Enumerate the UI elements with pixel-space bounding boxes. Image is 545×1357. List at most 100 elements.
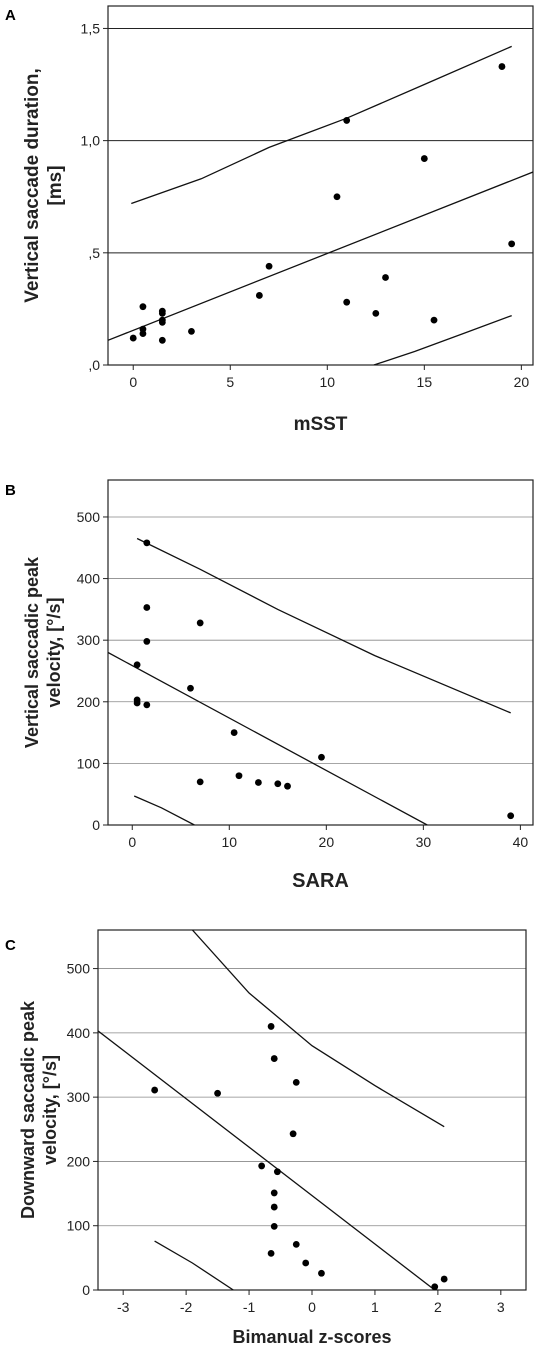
data-point <box>431 1283 439 1291</box>
data-point <box>343 117 351 124</box>
x-tick-label: 1 <box>371 1299 379 1315</box>
y-tick-label: 400 <box>67 1025 91 1041</box>
x-tick-label: -2 <box>180 1299 193 1315</box>
data-point <box>318 1269 325 1277</box>
x-axis-label: mSST <box>294 414 348 435</box>
y-tick-label: 300 <box>77 632 101 648</box>
x-tick-label: 0 <box>128 834 136 850</box>
data-point <box>270 1189 278 1197</box>
data-point <box>284 782 291 790</box>
data-point <box>333 193 341 201</box>
x-tick-label: 20 <box>514 374 530 390</box>
y-tick-label: ,0 <box>88 357 100 373</box>
data-point <box>440 1275 448 1283</box>
data-point <box>267 1249 275 1257</box>
x-tick-label: 40 <box>513 834 529 850</box>
data-point <box>292 1078 300 1086</box>
upper-band-line <box>131 45 512 205</box>
y-tick-label: 1,0 <box>81 133 101 149</box>
x-tick-label: 10 <box>222 834 238 850</box>
y-tick-label: 100 <box>77 755 101 771</box>
data-point <box>143 539 151 547</box>
data-point <box>372 309 380 317</box>
lower-band-line <box>373 314 512 365</box>
x-tick-label: 15 <box>417 374 433 390</box>
x-tick-label: 30 <box>416 834 432 850</box>
data-point <box>343 298 351 306</box>
panel-label: C <box>5 937 16 954</box>
x-tick-label: 0 <box>308 1299 316 1315</box>
x-tick-label: 2 <box>434 1299 442 1315</box>
upper-band-line <box>136 537 511 714</box>
data-point <box>258 1162 266 1170</box>
data-point <box>196 619 204 627</box>
data-point <box>382 274 389 281</box>
y-tick-label: 1,5 <box>81 20 101 36</box>
x-tick-label: -1 <box>243 1299 256 1315</box>
x-tick-label: 10 <box>320 374 336 390</box>
data-point <box>235 772 243 780</box>
data-point <box>196 778 204 786</box>
chart-panel-c: 0 100 200 300 400 500 -3 -2 -1 0 1 2 3 C Bimanual z-sc… <box>5 929 527 1347</box>
y-axis-label: Vertical saccadic peak velocity, [°/s] <box>22 556 64 748</box>
data-point <box>270 1222 278 1230</box>
data-point <box>143 701 151 709</box>
data-point <box>143 638 151 645</box>
data-point <box>318 753 325 761</box>
data-point <box>302 1259 310 1267</box>
x-axis-label: SARA <box>292 870 349 892</box>
data-point <box>158 307 166 315</box>
lower-band-line <box>133 795 195 825</box>
fit-line <box>108 651 428 825</box>
data-point <box>143 604 151 611</box>
plot-frame <box>107 479 534 826</box>
data-point <box>151 1086 159 1094</box>
data-point <box>188 327 195 335</box>
data-point <box>498 63 506 70</box>
data-point <box>129 334 137 342</box>
x-tick-label: 5 <box>226 374 234 390</box>
data-point <box>139 325 147 333</box>
lower-band-line <box>154 1240 234 1290</box>
y-tick-label: 200 <box>77 694 101 710</box>
y-tick-label: 0 <box>82 1282 90 1298</box>
y-tick-label: 100 <box>67 1218 91 1234</box>
data-point <box>267 1023 275 1030</box>
panel-label: A <box>5 7 16 24</box>
data-point <box>507 812 515 820</box>
plot-frame <box>107 5 534 366</box>
data-point <box>133 699 141 707</box>
x-tick-label: 0 <box>129 374 137 390</box>
x-tick-label: -3 <box>117 1299 130 1315</box>
y-tick-label: 500 <box>67 961 91 977</box>
fit-line <box>108 171 533 341</box>
y-tick-label: 500 <box>77 509 101 525</box>
y-axis-label: Downward saccadic peak velocity, [°/s] <box>18 1000 60 1219</box>
data-point <box>158 316 166 324</box>
data-point <box>214 1089 221 1097</box>
data-point <box>158 336 166 344</box>
data-point <box>274 780 282 788</box>
data-point <box>420 155 428 162</box>
y-tick-label: 400 <box>77 571 101 587</box>
data-point <box>139 303 147 311</box>
data-point <box>270 1055 278 1062</box>
chart-panel-b: 0 100 200 300 400 500 0 10 20 30 40 B SARA Vertical s… <box>5 479 534 892</box>
data-point <box>265 262 273 270</box>
y-tick-label: 200 <box>67 1153 91 1169</box>
panel-label: B <box>5 482 16 499</box>
data-point <box>273 1168 281 1176</box>
data-point <box>289 1130 297 1138</box>
data-point <box>292 1240 300 1248</box>
data-point <box>270 1203 278 1211</box>
data-point <box>133 661 141 669</box>
x-axis-label: Bimanual z-scores <box>232 1327 391 1347</box>
data-point <box>187 684 194 692</box>
data-point <box>508 240 516 248</box>
upper-band-line <box>191 930 445 1128</box>
x-tick-label: 3 <box>497 1299 505 1315</box>
y-tick-label: 300 <box>67 1089 91 1105</box>
data-point <box>255 292 263 299</box>
data-point <box>254 779 262 786</box>
